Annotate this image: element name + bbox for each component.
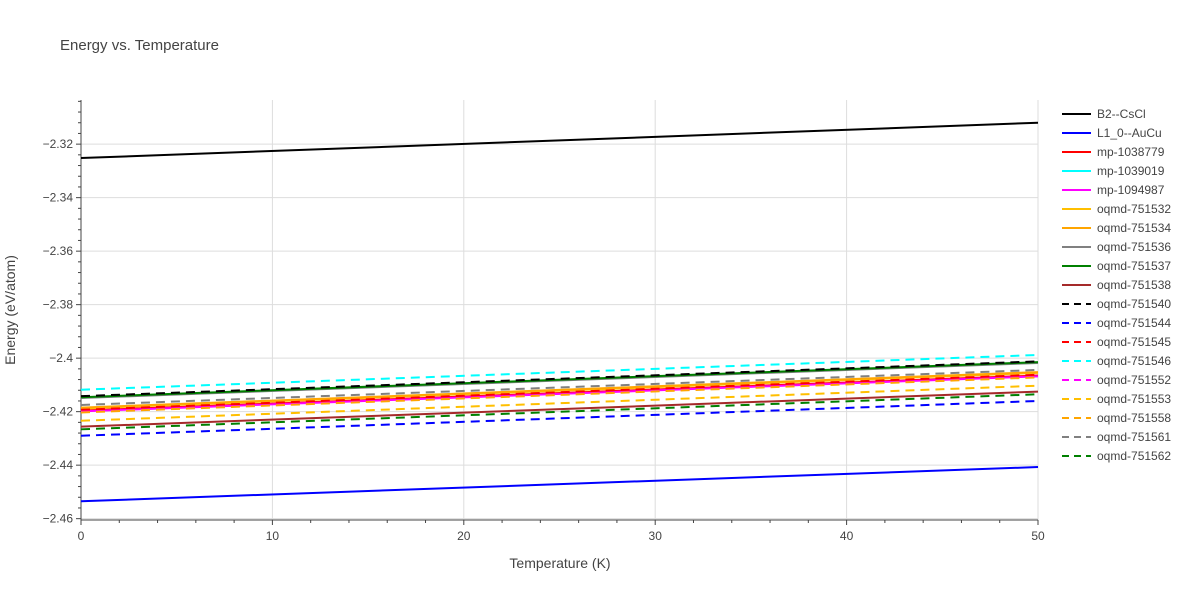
y-tick-label: −2.32: [43, 137, 74, 151]
y-tick-label: −2.44: [43, 458, 74, 472]
series-line-oqmd-751544: [80, 399, 1039, 437]
legend: B2--CsCl L1_0--AuCu mp-1038779 mp-1039019 mp…: [1062, 107, 1171, 463]
x-tick-label: 50: [1031, 529, 1045, 543]
series-line-oqmd-751561: [80, 368, 1039, 406]
plot-area: [80, 121, 1039, 503]
x-tick-label: 20: [457, 529, 471, 543]
series-line-oqmd-751540: [80, 360, 1039, 398]
chart-title: Energy vs. Temperature: [60, 37, 219, 54]
legend-label: B2--CsCl: [1097, 107, 1146, 121]
legend-label: mp-1039019: [1097, 164, 1165, 178]
legend-label: mp-1094987: [1097, 183, 1165, 197]
legend-label: oqmd-751540: [1097, 297, 1171, 311]
grid-lines: [81, 100, 1039, 520]
legend-label: oqmd-751545: [1097, 335, 1171, 349]
y-tick-label: −2.46: [43, 512, 74, 526]
legend-label: oqmd-751558: [1097, 411, 1171, 425]
series-line-L1_0--AuCu: [80, 466, 1039, 503]
y-tick-label: −2.36: [43, 244, 74, 258]
legend-label: oqmd-751561: [1097, 430, 1171, 444]
series-line-oqmd-751538: [80, 390, 1039, 428]
legend-label: oqmd-751552: [1097, 373, 1171, 387]
legend-label: oqmd-751537: [1097, 259, 1171, 273]
series-line-oqmd-751562: [80, 393, 1039, 431]
y-tick-label: −2.4: [49, 351, 73, 365]
x-tick-label: 10: [266, 529, 280, 543]
x-axis-label: Temperature (K): [509, 555, 610, 571]
y-tick-label: −2.38: [43, 298, 74, 312]
y-tick-label: −2.42: [43, 405, 74, 419]
legend-label: oqmd-751536: [1097, 240, 1171, 254]
x-tick-label: 40: [840, 529, 854, 543]
y-tick-label: −2.34: [43, 191, 74, 205]
series-line-oqmd-751558: [80, 376, 1039, 414]
legend-label: oqmd-751538: [1097, 278, 1171, 292]
legend-label: L1_0--AuCu: [1097, 126, 1162, 140]
series-line-B2--CsCl: [80, 121, 1039, 160]
legend-label: oqmd-751553: [1097, 392, 1171, 406]
legend-label: oqmd-751562: [1097, 449, 1171, 463]
legend-label: mp-1038779: [1097, 145, 1165, 159]
axes: 0 10 20 30 40 50 −2.46 −2.44 −2.42 −2.4 −2.38 −2.36…: [43, 100, 1045, 543]
legend-label: oqmd-751532: [1097, 202, 1171, 216]
legend-label: oqmd-751546: [1097, 354, 1171, 368]
x-tick-label: 0: [78, 529, 85, 543]
y-axis-label: Energy (eV/atom): [2, 255, 18, 365]
x-tick-label: 30: [649, 529, 663, 543]
series-line-oqmd-751553: [80, 384, 1039, 422]
series-line-oqmd-751534: [80, 371, 1039, 409]
legend-label: oqmd-751544: [1097, 316, 1171, 330]
legend-label: oqmd-751534: [1097, 221, 1171, 235]
series-line-oqmd-751545: [80, 373, 1039, 411]
series-line-oqmd-751546: [80, 353, 1039, 391]
